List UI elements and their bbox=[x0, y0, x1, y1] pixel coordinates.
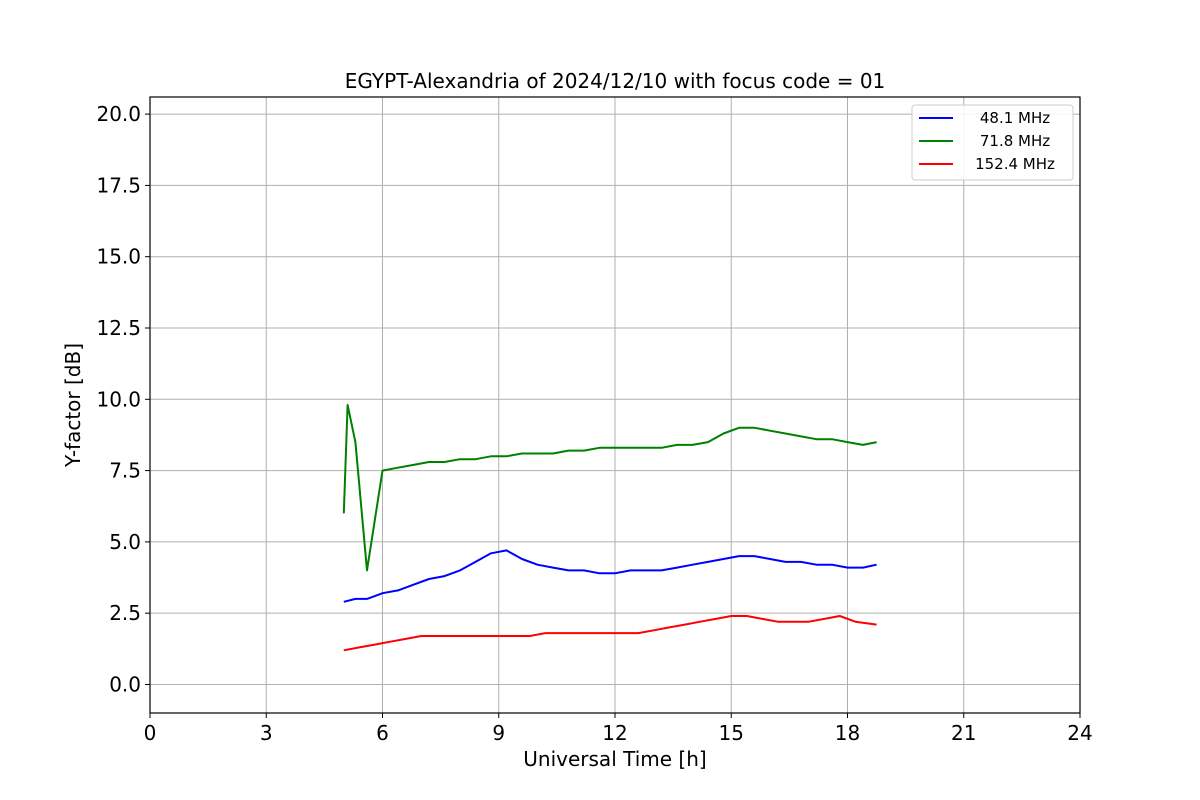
x-tick-label: 24 bbox=[1067, 721, 1092, 745]
x-tick-label: 15 bbox=[719, 721, 744, 745]
grid bbox=[149, 97, 1081, 713]
x-tick-label: 6 bbox=[376, 721, 389, 745]
y-tick-label: 12.5 bbox=[96, 316, 141, 340]
y-tick-label: 10.0 bbox=[96, 387, 141, 411]
ticks: 0 3 6 9 12 15 18 21 24 0.0 2.5 5.0 7.5 10.0 12.5 15.0 17… bbox=[96, 102, 1092, 745]
x-tick-label: 9 bbox=[492, 721, 505, 745]
x-tick-label: 0 bbox=[144, 721, 157, 745]
legend-entry-label: 48.1 MHz bbox=[980, 109, 1050, 127]
legend-box bbox=[911, 104, 1074, 181]
y-tick-label: 17.5 bbox=[96, 173, 141, 197]
y-tick-label: 2.5 bbox=[109, 601, 141, 625]
series-line-1 bbox=[342, 404, 877, 572]
series-layer bbox=[342, 404, 877, 652]
x-tick-label: 18 bbox=[835, 721, 860, 745]
legend: 48.1 MHz 71.8 MHz 152.4 MHz bbox=[911, 104, 1074, 181]
series-line-0 bbox=[343, 549, 877, 603]
y-tick-label: 5.0 bbox=[109, 530, 141, 554]
y-tick-label: 0.0 bbox=[109, 672, 141, 696]
x-tick-label: 21 bbox=[951, 721, 976, 745]
y-tick-label: 15.0 bbox=[96, 245, 141, 269]
series-line-2 bbox=[343, 615, 877, 652]
y-tick-label: 20.0 bbox=[96, 102, 141, 126]
legend-entry-label: 71.8 MHz bbox=[980, 132, 1050, 150]
chart-title: EGYPT-Alexandria of 2024/12/10 with focu… bbox=[345, 69, 886, 93]
legend-entry-label: 152.4 MHz bbox=[975, 155, 1055, 173]
x-tick-label: 3 bbox=[260, 721, 273, 745]
y-tick-label: 7.5 bbox=[109, 459, 141, 483]
x-axis-label: Universal Time [h] bbox=[523, 747, 706, 771]
y-axis-label: Y-factor [dB] bbox=[61, 343, 85, 468]
x-tick-label: 12 bbox=[602, 721, 627, 745]
